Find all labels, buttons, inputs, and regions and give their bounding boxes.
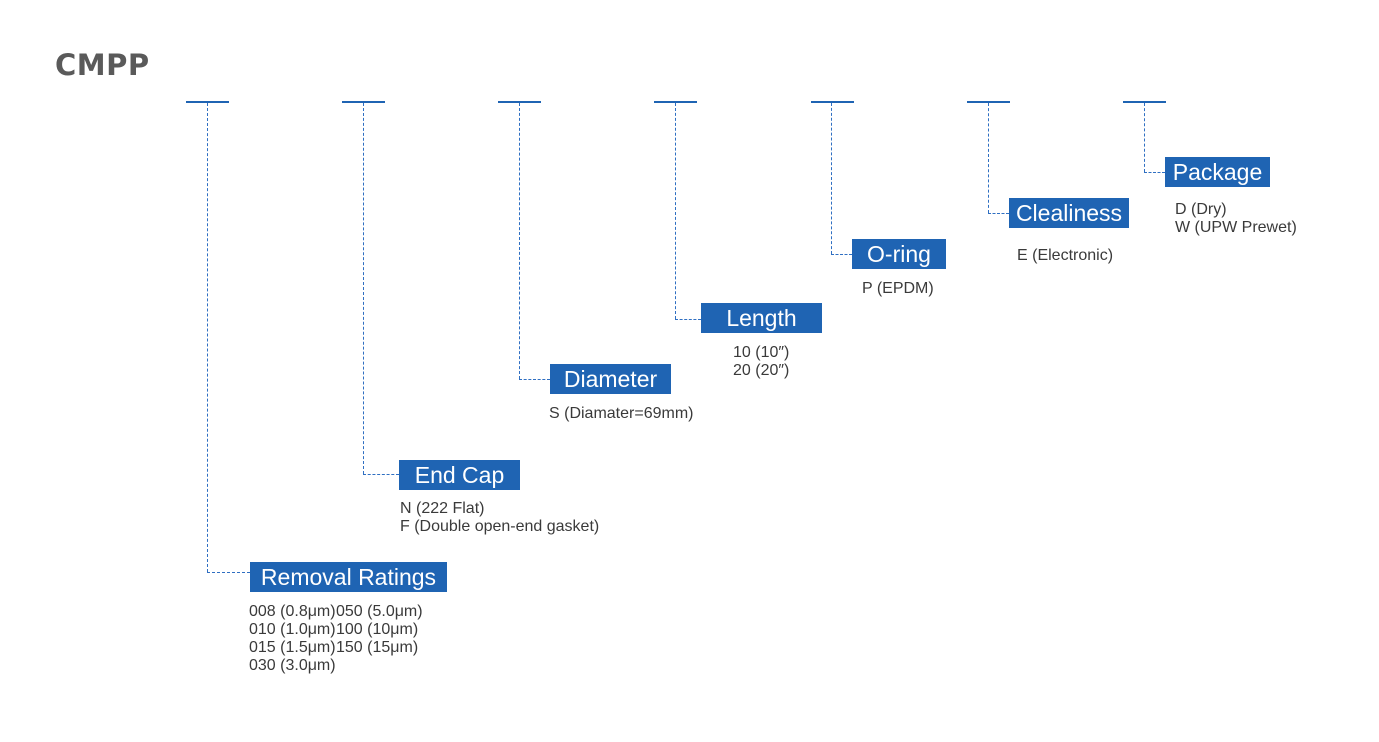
label-removal-ratings: Removal Ratings (250, 562, 447, 592)
connector-horizontal (988, 213, 1009, 214)
connector-horizontal (675, 319, 701, 320)
options-clealiness: E (Electronic) (1017, 247, 1113, 265)
options-o-ring: P (EPDM) (862, 280, 934, 298)
option-item: E (Electronic) (1017, 247, 1114, 264)
option-item: W (UPW Prewet) (1175, 219, 1297, 236)
option-item: 100 (10μm) (336, 621, 419, 638)
option-item: P (EPDM) (862, 280, 934, 297)
connector-vertical (988, 103, 989, 213)
connector-vertical (831, 103, 832, 254)
option-item: 015 (1.5μm) (249, 639, 336, 656)
option-item: N (222 Flat) (400, 500, 485, 517)
option-item: 008 (0.8μm) (249, 603, 336, 620)
connector-vertical (519, 103, 520, 379)
label-diameter: Diameter (550, 364, 671, 394)
segment-stub-length (654, 101, 697, 103)
option-item: 010 (1.0μm) (249, 621, 336, 638)
connector-vertical (207, 103, 208, 572)
options-removal-ratings: 008 (0.8μm) 010 (1.0μm) 015 (1.5μm) 030 … (249, 603, 423, 674)
option-item: F (Double open-end gasket) (400, 518, 600, 535)
option-item: S (Diamater=69mm) (549, 405, 694, 422)
segment-stub-package (1123, 101, 1166, 103)
connector-horizontal (1144, 172, 1165, 173)
option-item: 20 (20″) (733, 362, 790, 379)
connector-vertical (675, 103, 676, 319)
connector-vertical (1144, 103, 1145, 172)
label-package: Package (1165, 157, 1270, 187)
options-diameter: S (Diamater=69mm) (549, 405, 693, 423)
option-item: 030 (3.0μm) (249, 657, 336, 674)
connector-vertical (363, 103, 364, 474)
segment-stub-o-ring (811, 101, 854, 103)
label-clealiness: Clealiness (1009, 198, 1129, 228)
label-o-ring: O-ring (852, 239, 946, 269)
option-item: 050 (5.0μm) (336, 603, 423, 620)
segment-stub-diameter (498, 101, 541, 103)
connector-horizontal (363, 474, 399, 475)
connector-horizontal (207, 572, 250, 573)
label-length: Length (701, 303, 822, 333)
option-item: D (Dry) (1175, 201, 1227, 218)
label-end-cap: End Cap (399, 460, 520, 490)
segment-stub-clealiness (967, 101, 1010, 103)
page-title: CMPP (55, 48, 150, 82)
options-package: D (Dry) W (UPW Prewet) (1175, 201, 1297, 237)
options-length: 10 (10″) 20 (20″) (733, 344, 789, 380)
option-item: 10 (10″) (733, 344, 790, 361)
segment-stub-removal-ratings (186, 101, 229, 103)
connector-horizontal (519, 379, 550, 380)
options-end-cap: N (222 Flat) F (Double open-end gasket) (400, 500, 599, 536)
option-item: 150 (15μm) (336, 639, 419, 656)
connector-horizontal (831, 254, 852, 255)
segment-stub-end-cap (342, 101, 385, 103)
